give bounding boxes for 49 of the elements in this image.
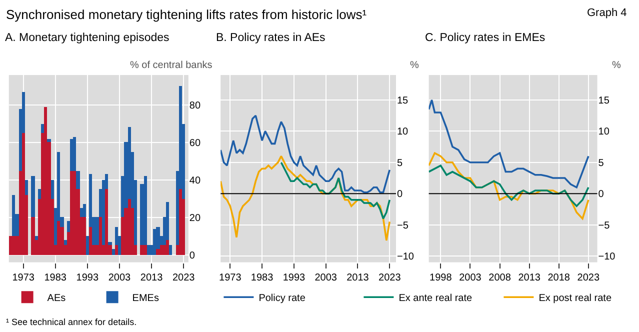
x-tick-label: 2003 (314, 272, 338, 284)
legend-label: AEs (47, 293, 66, 304)
legend-label: EMEs (132, 293, 159, 304)
y-tick-label: −5 (397, 220, 409, 232)
chart-title: A. Monetary tightening episodes (5, 32, 170, 44)
legend-label: Policy rate (258, 293, 306, 304)
x-tick-label: 2023 (172, 272, 196, 284)
text: Synchronised monetary tightening lifts rates from historic lows¹ (6, 7, 368, 22)
y-tick-label: 15 (598, 96, 610, 106)
y-tick-label: 5 (598, 158, 604, 169)
y-axis-title: % (612, 60, 621, 71)
y-tick-label: −10 (397, 252, 414, 263)
y-tick-label: −10 (598, 252, 616, 263)
x-tick-label: 2008 (488, 272, 512, 284)
y-tick-label: 0 (189, 250, 196, 262)
caption: Graph 4 (587, 7, 627, 19)
x-tick-label: 2018 (548, 272, 570, 284)
y-tick-label: 10 (598, 126, 610, 138)
y-tick-label: 40 (189, 175, 201, 186)
x-tick-label: 1998 (430, 272, 452, 284)
x-tick-label: 1983 (44, 272, 67, 284)
x-tick-label: 2013 (518, 272, 541, 284)
chart-title: B. Policy rates in AEs (216, 32, 326, 44)
y-axis-title: % of central banks (130, 60, 212, 71)
legend-label: Ex post real rate (538, 293, 612, 304)
y-tick-label: 15 (397, 96, 409, 106)
y-tick-label: 10 (397, 126, 409, 138)
y-tick-label: 0 (598, 189, 604, 200)
y-tick-label: 80 (189, 100, 201, 112)
text: ¹ See technical annex for details. (6, 317, 137, 327)
x-tick-label: 2003 (459, 272, 482, 284)
x-tick-label: 1993 (282, 272, 306, 284)
x-tick-label: 1973 (12, 272, 35, 284)
x-tick-label: 2023 (378, 272, 402, 284)
x-tick-label: 2013 (346, 272, 370, 284)
x-tick-label: 2003 (108, 272, 132, 284)
x-tick-label: 2023 (577, 272, 600, 284)
y-tick-label: 5 (397, 158, 404, 169)
x-tick-label: 1993 (76, 272, 99, 284)
y-axis-title: % (410, 60, 419, 71)
y-tick-label: 0 (397, 189, 404, 200)
x-tick-label: 1973 (219, 272, 242, 284)
y-tick-label: −5 (598, 220, 610, 232)
y-tick-label: 20 (189, 212, 201, 224)
x-tick-label: 2013 (140, 272, 164, 284)
legend-label: Ex ante real rate (398, 293, 473, 304)
chart-title: C. Policy rates in EMEs (425, 32, 546, 44)
x-tick-label: 1983 (250, 272, 274, 284)
y-tick-label: 60 (189, 138, 201, 149)
